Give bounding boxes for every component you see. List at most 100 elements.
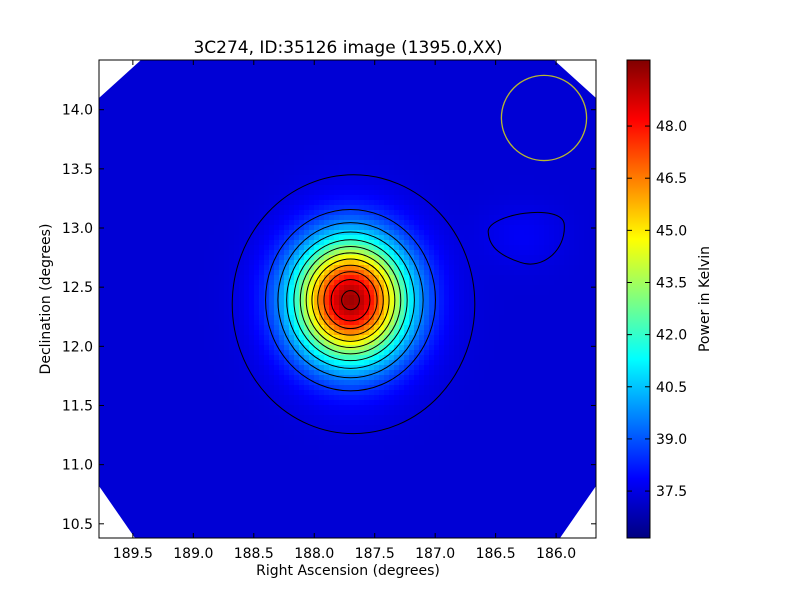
heatmap-cell (539, 295, 545, 301)
heatmap-cell (329, 70, 335, 76)
heatmap-cell (504, 290, 510, 296)
heatmap-cell (289, 235, 295, 241)
heatmap-cell (244, 280, 250, 286)
heatmap-cell (169, 95, 175, 101)
heatmap-cell (349, 115, 355, 121)
heatmap-cell (404, 120, 410, 126)
heatmap-cell (349, 120, 355, 126)
heatmap-cell (459, 305, 465, 311)
heatmap-cell (224, 205, 230, 211)
heatmap-cell (329, 265, 335, 271)
heatmap-cell (149, 285, 155, 291)
heatmap-cell (594, 255, 596, 261)
heatmap-cell (389, 250, 395, 256)
heatmap-cell (109, 195, 115, 201)
heatmap-cell (309, 105, 315, 111)
heatmap-cell (399, 280, 405, 286)
heatmap-cell (394, 175, 400, 181)
heatmap-cell (369, 265, 375, 271)
heatmap-cell (364, 205, 370, 211)
heatmap-cell (259, 285, 265, 291)
heatmap-cell (379, 260, 385, 266)
heatmap-cell (569, 265, 575, 271)
heatmap-cell (144, 290, 150, 296)
heatmap-cell (484, 245, 490, 251)
heatmap-cell (99, 105, 105, 111)
heatmap-cell (114, 225, 120, 231)
heatmap-cell (149, 185, 155, 191)
heatmap-cell (539, 305, 545, 311)
heatmap-cell (459, 180, 465, 186)
heatmap-cell (409, 165, 415, 171)
heatmap-cell (579, 300, 585, 306)
heatmap-cell (544, 265, 550, 271)
heatmap-cell (469, 150, 475, 156)
heatmap-cell (119, 210, 125, 216)
heatmap-cell (124, 215, 130, 221)
heatmap-cell (259, 160, 265, 166)
heatmap-cell (369, 165, 375, 171)
heatmap-cell (449, 285, 455, 291)
heatmap-cell (554, 80, 560, 86)
heatmap-cell (259, 65, 265, 71)
heatmap-cell (194, 300, 200, 306)
heatmap-cell (269, 85, 275, 91)
heatmap-cell (579, 120, 585, 126)
heatmap-cell (359, 100, 365, 106)
heatmap-cell (274, 100, 280, 106)
heatmap-cell (489, 265, 495, 271)
heatmap-cell (264, 185, 270, 191)
heatmap-cell (334, 100, 340, 106)
heatmap-cell (104, 145, 110, 151)
heatmap-cell (504, 80, 510, 86)
heatmap-cell (384, 100, 390, 106)
heatmap-cell (324, 120, 330, 126)
heatmap-cell (404, 60, 410, 66)
heatmap-cell (119, 250, 125, 256)
heatmap-cell (399, 110, 405, 116)
heatmap-cell (129, 125, 135, 131)
heatmap-cell (174, 200, 180, 206)
heatmap-cell (419, 220, 425, 226)
heatmap-cell (534, 155, 540, 161)
heatmap-cell (424, 175, 430, 181)
heatmap-cell (429, 155, 435, 161)
heatmap-cell (99, 115, 105, 121)
heatmap-cell (234, 305, 240, 311)
heatmap-cell (399, 115, 405, 121)
heatmap-cell (459, 85, 465, 91)
heatmap-cell (479, 280, 485, 286)
heatmap-cell (544, 215, 550, 221)
heatmap-cell (589, 190, 595, 196)
heatmap-cell (424, 300, 430, 306)
heatmap-cell (534, 290, 540, 296)
heatmap-cell (329, 165, 335, 171)
heatmap-cell (314, 265, 320, 271)
heatmap-cell (294, 280, 300, 286)
heatmap-cell (369, 200, 375, 206)
heatmap-cell (484, 130, 490, 136)
heatmap-cell (464, 160, 470, 166)
heatmap-cell (114, 160, 120, 166)
heatmap-cell (439, 180, 445, 186)
heatmap-cell (529, 90, 535, 96)
heatmap-cell (324, 125, 330, 131)
heatmap-cell (489, 170, 495, 176)
heatmap-cell (294, 265, 300, 271)
heatmap-cell (349, 235, 355, 241)
heatmap-cell (109, 275, 115, 281)
heatmap-cell (474, 65, 480, 71)
heatmap-cell (274, 265, 280, 271)
heatmap-cell (264, 230, 270, 236)
heatmap-cell (104, 175, 110, 181)
heatmap-cell (144, 235, 150, 241)
heatmap-cell (459, 225, 465, 231)
heatmap-cell (239, 290, 245, 296)
heatmap-cell (529, 180, 535, 186)
heatmap-cell (194, 130, 200, 136)
heatmap-cell (179, 275, 185, 281)
heatmap-cell (194, 140, 200, 146)
heatmap-cell (199, 135, 205, 141)
heatmap-cell (224, 305, 230, 311)
heatmap-cell (134, 285, 140, 291)
